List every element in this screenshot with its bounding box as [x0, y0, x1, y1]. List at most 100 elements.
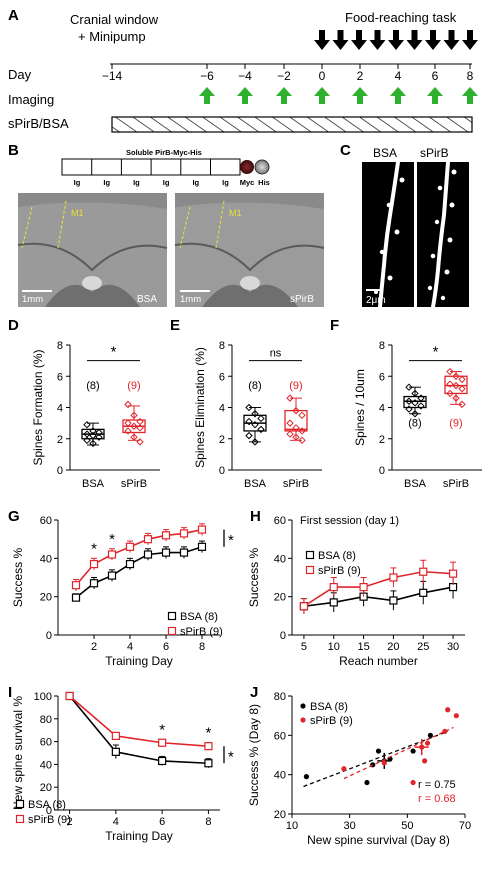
n-label: (8): [408, 417, 421, 429]
data-point: [329, 582, 338, 592]
treatment-bar: [111, 116, 473, 133]
data-point: [286, 394, 294, 402]
significance-mark: *: [228, 749, 234, 766]
data-point: [251, 420, 259, 429]
data-point: [298, 411, 306, 420]
y-tick-label: 2: [219, 434, 225, 446]
data-point: [158, 738, 167, 747]
data-point: [83, 436, 91, 445]
data-point: [453, 713, 459, 719]
x-tick-label: 50: [401, 820, 413, 832]
category-label: BSA: [244, 478, 267, 490]
y-tick-label: 6: [57, 371, 63, 383]
data-point: [83, 420, 91, 429]
dendrite-bsa-spines: [374, 177, 405, 294]
legend-label: sPirB (9): [180, 626, 223, 638]
dendrite-spirb: [431, 160, 450, 309]
panel-c-label: C: [340, 142, 351, 159]
panel-j: J 20 40 60 80 10 30 50 70 New spine survival (Da…: [247, 684, 471, 847]
data-point: [124, 427, 132, 435]
day-tick-label: 0: [319, 69, 326, 83]
legend-label: BSA (8): [318, 550, 356, 562]
category-label: sPirB: [121, 478, 147, 490]
x-tick-label: 4: [113, 816, 119, 828]
data-point: [446, 380, 454, 388]
y-tick-label: 2: [379, 434, 385, 446]
data-point: [179, 548, 189, 557]
y-tick-label: 60: [274, 515, 286, 527]
data-point: [286, 430, 294, 438]
significance-mark: *: [159, 721, 165, 738]
imaging-arrow: [199, 87, 215, 104]
panel-f-label: F: [330, 317, 339, 334]
legend-marker: [15, 814, 25, 824]
data-point: [257, 414, 265, 423]
data-point: [65, 691, 74, 701]
data-point: [417, 394, 425, 402]
data-point: [245, 417, 253, 426]
y-tick-label: 8: [379, 340, 385, 352]
cranial-window-line1: Cranial window: [70, 12, 159, 27]
data-point: [245, 403, 253, 412]
panel-j-label: J: [250, 684, 258, 701]
data-point: [446, 389, 454, 398]
x-tick-label: 10: [328, 641, 340, 653]
data-point: [136, 438, 144, 446]
spirb-scale-label: 1mm: [180, 294, 201, 305]
legend-label: BSA (8): [310, 701, 348, 713]
panel-g: G 0 20 40 60 2 4 6 8 Training Day Success % BSA (8…: [8, 508, 234, 668]
y-tick-label: 0: [379, 465, 385, 477]
cranial-window-line2: + Minipump: [78, 29, 146, 44]
x-tick-label: 30: [344, 820, 356, 832]
legend-marker: [167, 626, 177, 636]
data-point: [458, 385, 466, 393]
day-tick-label: −2: [277, 69, 291, 83]
y-axis-label: Spines / 10um: [353, 369, 367, 446]
data-point: [251, 438, 259, 446]
myc-tag: [240, 160, 254, 174]
x-tick-label: 6: [163, 641, 169, 653]
data-point: [130, 422, 138, 430]
his-tag-label: His: [258, 178, 270, 187]
y-tick-label: 60: [274, 730, 286, 742]
data-point: [446, 367, 454, 376]
task-arrow: [369, 30, 386, 50]
data-point: [329, 598, 338, 607]
x-axis-label: Reach number: [339, 654, 418, 668]
day-tick-label: −6: [200, 69, 214, 83]
task-arrow: [425, 30, 441, 50]
imaging-row-label: Imaging: [8, 92, 54, 107]
data-point: [410, 779, 416, 786]
x-tick-label: 15: [357, 641, 369, 653]
data-point: [405, 383, 413, 391]
n-label: (8): [86, 380, 99, 392]
y-tick-label: 20: [40, 592, 52, 604]
y-tick-label: 0: [46, 805, 52, 817]
data-point: [124, 400, 132, 409]
day-row-label: Day: [8, 67, 32, 82]
myc-tag-label: Myc: [240, 178, 255, 187]
legend-marker: [305, 550, 315, 560]
significance-mark: ns: [270, 348, 282, 360]
data-point: [89, 427, 97, 435]
day-tick-label: 4: [395, 69, 402, 83]
food-reaching-task-label: Food-reaching task: [345, 10, 457, 25]
y-tick-label: 20: [274, 809, 286, 821]
imaging-arrow: [427, 87, 443, 104]
panel-e: E 0 2 4 6 8 Spines Elimination (%) BSA sPirB (8)…: [170, 317, 322, 490]
data-point: [125, 559, 135, 569]
data-point: [375, 748, 382, 754]
day-tick-label: −14: [102, 69, 123, 83]
day-ticks: −14 −6 −4 −2 0 2 4 6 8: [102, 64, 474, 83]
y-tick-label: 40: [274, 553, 286, 565]
data-point: [89, 439, 97, 448]
data-point: [405, 405, 413, 413]
y-tick-label: 80: [40, 714, 52, 726]
data-point: [452, 394, 460, 402]
micrograph-bsa: M1 1mm BSA: [17, 193, 168, 307]
dendrite-bsa: [378, 160, 400, 309]
imaging-arrow: [390, 87, 406, 104]
legend-marker: [305, 565, 315, 575]
data-point: [292, 406, 300, 415]
panel-b-label: B: [8, 142, 19, 159]
